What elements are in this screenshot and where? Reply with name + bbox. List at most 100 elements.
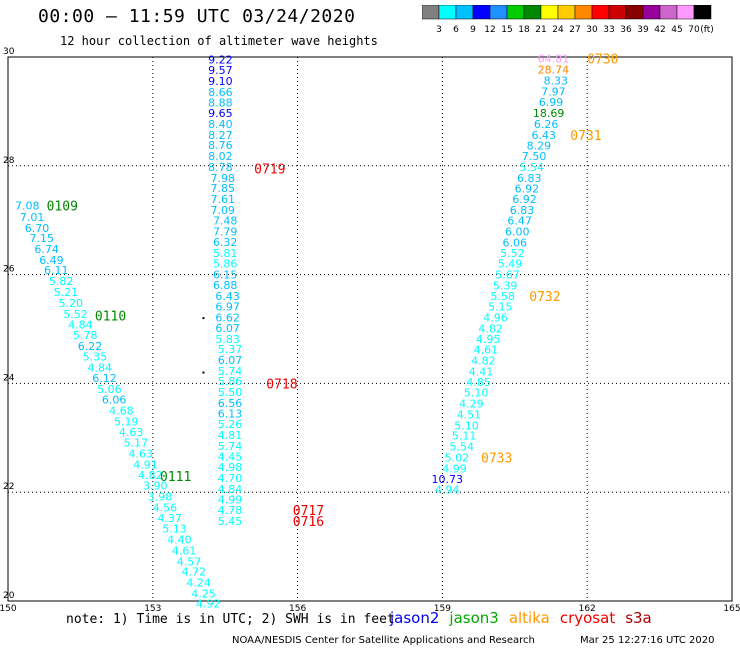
swh-value-label: 4.45 <box>218 450 243 463</box>
swh-value-label: 8.76 <box>208 139 233 152</box>
swh-value-label: 4.96 <box>483 312 508 325</box>
swh-value-label: 6.92 <box>512 193 537 206</box>
swh-value-label: 6.11 <box>44 264 69 277</box>
swh-value-label: 8.27 <box>208 129 233 142</box>
swh-value-label: 6.15 <box>213 269 238 282</box>
swh-value-label: 5.02 <box>445 451 470 464</box>
swh-value-label: 5.83 <box>215 333 240 346</box>
track-time-label: 0733 <box>481 451 512 466</box>
swh-value-label: 4.24 <box>186 577 211 590</box>
colorbar-label: 33 <box>603 25 614 35</box>
swh-value-label: 9.22 <box>208 54 233 67</box>
track-time-label: 0718 <box>266 377 297 392</box>
swh-value-label: 6.49 <box>39 254 64 267</box>
track-time-label: 0111 <box>160 470 191 485</box>
swh-value-label: 7.09 <box>211 204 236 217</box>
satellite-legend-item: cryosat <box>559 609 616 627</box>
y-tick-label: 22 <box>3 482 14 492</box>
track-time-label: 0732 <box>529 290 560 305</box>
swh-value-label: 9.65 <box>208 107 233 120</box>
swh-value-label: 5.45 <box>218 515 243 528</box>
colorbar-label: 24 <box>552 25 564 35</box>
colorbar-label: 42 <box>654 25 665 35</box>
satellite-legend-item: jason2 <box>390 609 440 627</box>
swh-value-label: 6.13 <box>218 407 243 420</box>
swh-value-label: 4.70 <box>218 472 243 485</box>
colorbar-label: 45 <box>671 25 682 35</box>
swh-value-label: 8.40 <box>208 118 233 131</box>
swh-value-label: 7.98 <box>211 172 236 185</box>
swh-value-label: 6.07 <box>215 322 240 335</box>
swh-value-label: 6.43 <box>215 290 240 303</box>
y-tick-label: 30 <box>3 47 15 57</box>
x-tick-label: 165 <box>723 604 740 612</box>
point-marker <box>202 371 205 374</box>
swh-value-label: 5.81 <box>213 247 238 260</box>
swh-value-label: 8.02 <box>208 150 233 163</box>
chart-title: 00:00 – 11:59 UTC 03/24/2020 <box>38 6 356 27</box>
swh-value-label: 5.06 <box>97 383 122 396</box>
swh-value-label: 6.26 <box>534 118 559 131</box>
footer-note: note: 1) Time is in UTC; 2) SWH is in fe… <box>66 612 395 627</box>
swh-value-label: 4.61 <box>474 344 499 357</box>
swh-value-label: 7.85 <box>211 182 236 195</box>
y-tick-label: 20 <box>3 591 15 601</box>
swh-value-label: 6.99 <box>539 96 564 109</box>
colorbar-legend: 3 6 9 12 15 18 21 24 27 30 33 36 39 42 45 70 (ft) <box>422 5 714 35</box>
colorbar-label: 15 <box>501 25 512 35</box>
colorbar-label: 39 <box>637 25 649 35</box>
swh-value-label: 4.41 <box>469 365 494 378</box>
swh-value-label: 4.57 <box>177 555 202 568</box>
swh-value-label: 8.78 <box>208 161 233 174</box>
swh-value-label: 5.49 <box>498 258 523 271</box>
swh-value-label: 6.83 <box>517 172 542 185</box>
colorbar-label: 27 <box>569 25 580 35</box>
x-tick-label: 156 <box>289 604 306 612</box>
swh-value-label: 7.15 <box>30 232 55 245</box>
swh-value-label: 6.88 <box>213 279 238 292</box>
track-time-label: 0730 <box>587 53 618 68</box>
swh-value-label: 4.85 <box>466 376 491 389</box>
swh-value-label: 6.56 <box>218 397 243 410</box>
x-tick-label: 153 <box>144 604 161 612</box>
swh-value-label: 5.54 <box>449 441 474 454</box>
swh-value-label: 6.06 <box>503 237 528 250</box>
swh-value-label: 6.83 <box>510 204 535 217</box>
swh-value-label: 5.74 <box>218 440 243 453</box>
colorbar-label: 36 <box>620 25 632 35</box>
plot-frame <box>7 56 733 602</box>
swh-value-label: 4.40 <box>167 534 192 547</box>
satellite-legend-item: s3a <box>625 609 652 627</box>
swh-value-label: 4.99 <box>442 462 467 475</box>
swh-value-label: 4.84 <box>87 362 112 375</box>
swh-value-label: 5.52 <box>500 247 525 260</box>
swh-value-label: 4.91 <box>133 458 158 471</box>
swh-value-label: 6.06 <box>102 394 127 407</box>
swh-value-label: 6.97 <box>215 301 240 314</box>
swh-value-label: 6.43 <box>532 129 557 142</box>
credit-text: NOAA/NESDIS Center for Satellite Applica… <box>232 635 535 646</box>
swh-value-label: 5.58 <box>490 290 515 303</box>
colorbar-label: 30 <box>586 25 598 35</box>
swh-value-label: 6.07 <box>218 354 243 367</box>
x-tick-label: 159 <box>434 604 451 612</box>
swh-value-label: 4.98 <box>218 461 243 474</box>
swh-value-label: 5.17 <box>124 437 149 450</box>
chart-subtitle: 12 hour collection of altimeter wave hei… <box>60 34 378 48</box>
colorbar-label: 3 <box>436 25 442 35</box>
swh-value-label: 4.84 <box>218 483 243 496</box>
swh-value-label: 7.97 <box>541 85 566 98</box>
swh-value-label: 5.35 <box>83 351 108 364</box>
track-time-label: 0110 <box>95 309 126 324</box>
swh-value-label: 5.10 <box>464 387 489 400</box>
y-tick-label: 28 <box>3 156 15 166</box>
swh-value-label: 4.63 <box>128 448 153 461</box>
swh-value-label: 6.70 <box>25 222 50 235</box>
track-time-label: 0719 <box>254 163 285 178</box>
swh-value-label: 5.67 <box>495 269 520 282</box>
swh-value-label: 5.50 <box>218 386 243 399</box>
swh-value-label: 4.29 <box>459 398 484 411</box>
colorbar-label: 18 <box>518 25 530 35</box>
swh-value-label: 5.54 <box>519 161 544 174</box>
track-time-label: 0109 <box>47 200 78 215</box>
